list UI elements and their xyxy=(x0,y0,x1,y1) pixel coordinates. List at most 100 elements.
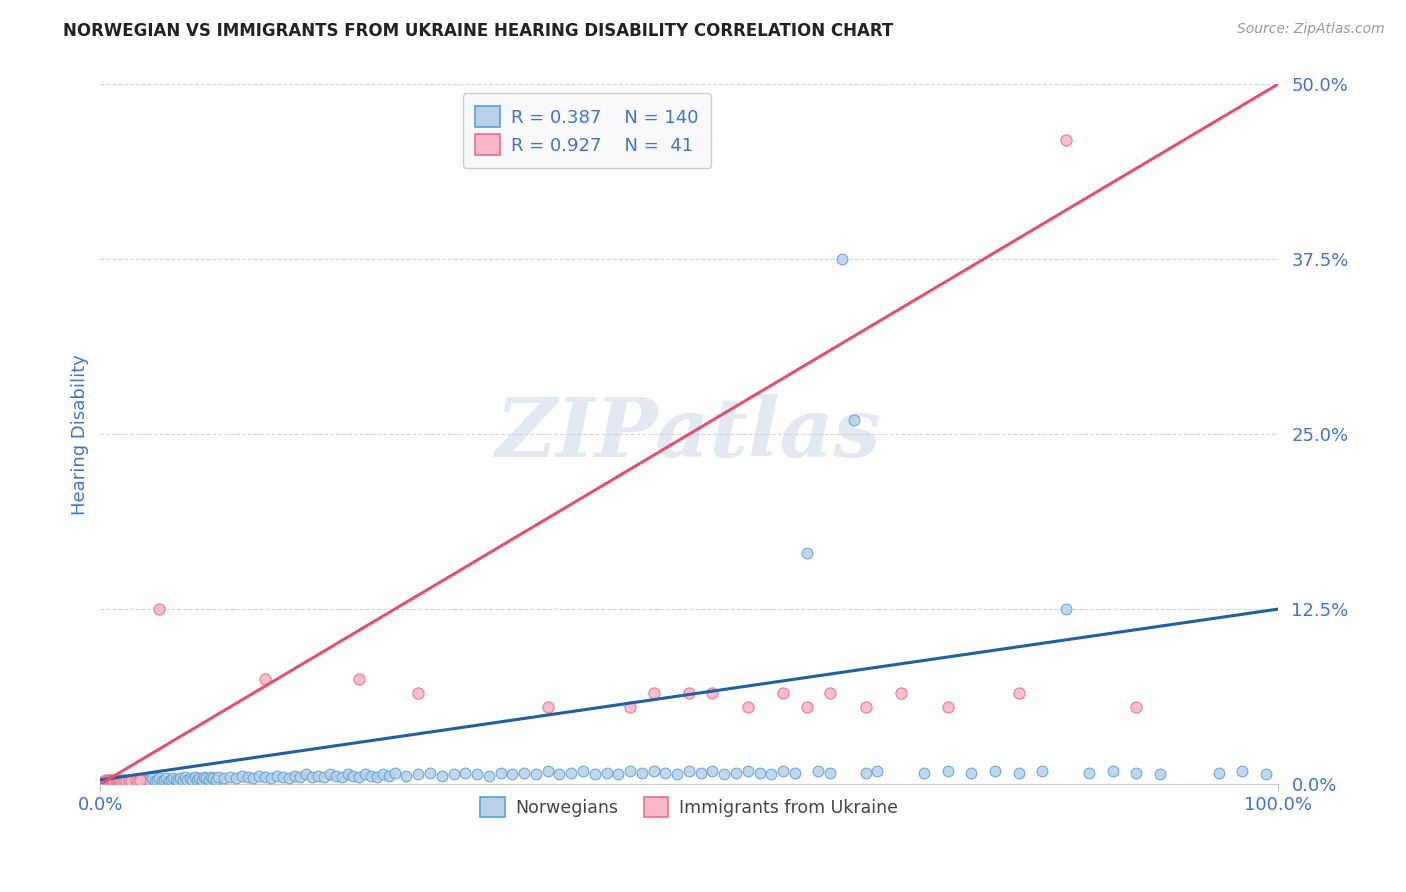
Point xyxy=(110,774,132,789)
Point xyxy=(807,764,830,779)
Point xyxy=(183,770,205,784)
Point xyxy=(172,772,194,787)
Point xyxy=(560,765,582,780)
Point xyxy=(307,769,329,783)
Point xyxy=(796,700,818,714)
Point xyxy=(117,772,139,787)
Point xyxy=(236,770,259,784)
Point xyxy=(301,770,323,784)
Point xyxy=(419,765,441,780)
Point xyxy=(866,764,889,779)
Text: ZIPatlas: ZIPatlas xyxy=(496,394,882,475)
Text: NORWEGIAN VS IMMIGRANTS FROM UKRAINE HEARING DISABILITY CORRELATION CHART: NORWEGIAN VS IMMIGRANTS FROM UKRAINE HEA… xyxy=(63,22,894,40)
Point xyxy=(271,770,294,784)
Point xyxy=(702,686,724,700)
Point xyxy=(231,769,253,783)
Point xyxy=(796,546,818,560)
Point xyxy=(489,765,512,780)
Point xyxy=(666,767,689,781)
Point xyxy=(110,775,132,789)
Point xyxy=(141,772,163,786)
Point xyxy=(218,770,240,784)
Point xyxy=(689,765,711,780)
Point xyxy=(260,772,283,786)
Point xyxy=(139,774,162,789)
Point xyxy=(122,775,145,789)
Point xyxy=(631,765,654,780)
Point xyxy=(818,765,841,780)
Point xyxy=(430,769,453,783)
Point xyxy=(186,772,208,787)
Point xyxy=(96,774,118,789)
Point xyxy=(513,765,536,780)
Point xyxy=(1101,764,1123,779)
Point xyxy=(204,772,226,787)
Point xyxy=(537,700,560,714)
Point xyxy=(654,765,676,780)
Point xyxy=(165,772,187,787)
Point xyxy=(136,772,159,787)
Point xyxy=(150,774,173,789)
Point xyxy=(595,765,617,780)
Point xyxy=(97,774,120,789)
Point xyxy=(772,764,794,779)
Point xyxy=(1232,764,1254,779)
Point xyxy=(371,767,394,781)
Point xyxy=(98,774,121,789)
Point xyxy=(572,764,595,779)
Point xyxy=(524,767,547,781)
Point xyxy=(110,772,132,787)
Point xyxy=(501,767,523,781)
Point xyxy=(105,774,128,789)
Point xyxy=(384,765,406,780)
Point xyxy=(737,700,759,714)
Point xyxy=(254,770,277,784)
Point xyxy=(117,774,139,789)
Point xyxy=(984,764,1007,779)
Point xyxy=(225,772,247,786)
Point xyxy=(193,770,215,784)
Point xyxy=(195,772,218,786)
Point xyxy=(678,686,700,700)
Point xyxy=(254,672,277,686)
Point xyxy=(772,686,794,700)
Text: Source: ZipAtlas.com: Source: ZipAtlas.com xyxy=(1237,22,1385,37)
Point xyxy=(284,769,307,783)
Point xyxy=(207,770,229,784)
Point xyxy=(212,772,235,786)
Point xyxy=(179,772,201,786)
Point xyxy=(134,774,156,789)
Point xyxy=(336,767,359,781)
Point xyxy=(537,764,560,779)
Point xyxy=(295,767,318,781)
Point xyxy=(1125,700,1147,714)
Point xyxy=(146,772,169,787)
Point xyxy=(312,770,335,784)
Point xyxy=(103,774,125,789)
Legend: Norwegians, Immigrants from Ukraine: Norwegians, Immigrants from Ukraine xyxy=(474,790,904,824)
Point xyxy=(330,770,353,784)
Point xyxy=(443,767,465,781)
Point xyxy=(169,772,191,786)
Point xyxy=(148,772,170,786)
Point xyxy=(107,772,129,787)
Point xyxy=(960,765,983,780)
Point xyxy=(190,772,212,787)
Point xyxy=(290,770,312,784)
Point xyxy=(127,774,149,789)
Point xyxy=(1125,765,1147,780)
Point xyxy=(378,769,401,783)
Point xyxy=(197,772,219,787)
Point xyxy=(702,764,724,779)
Point xyxy=(1208,765,1230,780)
Point xyxy=(160,772,183,787)
Point xyxy=(349,770,371,784)
Point xyxy=(643,764,665,779)
Point xyxy=(247,769,270,783)
Point xyxy=(1078,765,1101,780)
Point xyxy=(112,772,135,787)
Point xyxy=(855,765,877,780)
Point xyxy=(936,700,959,714)
Point xyxy=(127,774,149,789)
Point xyxy=(162,772,184,786)
